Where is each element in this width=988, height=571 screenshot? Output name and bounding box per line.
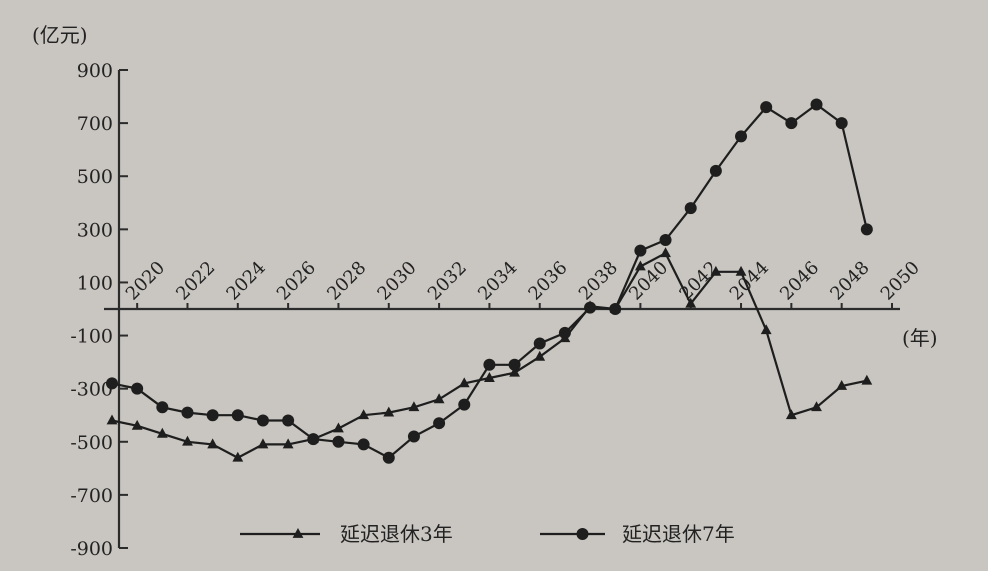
x-tick-label: 2030 — [373, 257, 420, 304]
x-tick-label: 2050 — [877, 257, 924, 304]
triangle-marker — [735, 265, 747, 276]
triangle-marker — [634, 260, 646, 271]
x-tick-label: 2036 — [524, 257, 571, 304]
circle-marker — [156, 401, 169, 414]
y-tick-label: -500 — [70, 432, 113, 454]
triangle-marker — [509, 366, 520, 377]
legend-label: 延迟退休7年 — [622, 522, 735, 546]
circle-marker — [584, 301, 597, 314]
series-layer — [106, 98, 873, 464]
circle-marker — [231, 409, 244, 422]
x-tick-label: 2020 — [122, 257, 169, 304]
triangle-marker — [333, 422, 344, 433]
circle-marker — [760, 101, 773, 114]
series-1 — [106, 247, 873, 462]
triangle-marker — [785, 409, 797, 420]
circle-marker — [735, 130, 748, 143]
legend: 延迟退休3年 延迟退休7年 — [240, 522, 735, 546]
circle-marker — [433, 417, 446, 430]
circle-marker — [332, 435, 345, 448]
triangle-marker — [292, 528, 304, 538]
circle-marker — [508, 358, 521, 371]
circle-marker — [634, 244, 647, 257]
circle-marker — [558, 326, 571, 339]
x-tick-label: 2024 — [222, 257, 269, 304]
triangle-marker — [408, 401, 420, 412]
y-tick-label: 100 — [77, 272, 113, 294]
y-tick-label: -300 — [70, 379, 113, 401]
circle-marker — [282, 414, 295, 427]
triangle-marker — [811, 401, 822, 412]
circle-marker — [810, 98, 823, 111]
circle-marker — [659, 233, 672, 246]
triangle-marker — [484, 372, 495, 382]
triangle-marker — [131, 419, 143, 430]
circle-marker — [576, 528, 589, 540]
triangle-marker — [282, 438, 294, 449]
x-tick-label: 2044 — [726, 257, 773, 304]
triangle-marker — [433, 393, 445, 404]
x-tick-label: 2042 — [675, 257, 722, 304]
y-unit-label: (亿元) — [32, 23, 88, 47]
triangle-marker — [383, 406, 395, 417]
x-tick-label: 2028 — [323, 257, 370, 304]
x-tick-label: 2026 — [273, 257, 320, 304]
series-2 — [106, 98, 873, 464]
triangle-marker — [534, 350, 546, 361]
triangle-marker — [232, 451, 244, 462]
y-tick-label: 900 — [77, 60, 113, 82]
circle-marker — [483, 358, 496, 371]
y-tick-label: -700 — [70, 485, 113, 507]
circle-marker — [785, 117, 798, 130]
x-unit-label: (年) — [902, 326, 938, 350]
triangle-marker — [836, 380, 848, 390]
circle-marker — [860, 223, 873, 236]
y-tick-label: 700 — [77, 113, 113, 135]
circle-marker — [307, 433, 320, 446]
triangle-marker — [685, 297, 697, 308]
circle-marker — [533, 337, 546, 350]
triangle-marker — [660, 247, 671, 258]
x-tick-label: 2038 — [575, 257, 622, 304]
circle-marker — [357, 438, 370, 451]
x-tick-label: 2048 — [826, 257, 873, 304]
circle-marker — [458, 398, 471, 411]
y-tick-label: 500 — [77, 166, 113, 188]
circle-marker — [382, 451, 395, 464]
circle-marker — [181, 406, 194, 419]
triangle-marker — [710, 265, 722, 276]
circle-marker — [206, 409, 219, 422]
circle-marker — [609, 303, 622, 315]
x-tick-label: 2034 — [474, 257, 521, 304]
circle-marker — [106, 377, 118, 390]
circle-marker — [256, 414, 269, 427]
triangle-marker — [458, 377, 470, 388]
triangle-marker — [106, 414, 118, 425]
triangle-marker — [182, 435, 193, 446]
circle-marker — [709, 164, 722, 177]
triangle-marker — [207, 438, 219, 449]
y-tick-label: 300 — [77, 219, 113, 241]
circle-marker — [131, 382, 144, 395]
x-tick-label: 2032 — [424, 257, 471, 304]
triangle-marker — [861, 374, 873, 385]
x-tick-label: 2046 — [776, 257, 823, 304]
triangle-marker — [760, 324, 772, 335]
y-tick-label: -100 — [70, 326, 113, 348]
triangle-marker — [358, 409, 370, 420]
triangle-marker — [257, 438, 269, 449]
circle-marker — [407, 430, 420, 443]
y-tick-label: -900 — [70, 538, 113, 560]
legend-label: 延迟退休3年 — [340, 522, 453, 546]
triangle-marker — [156, 427, 168, 438]
circle-marker — [835, 117, 848, 130]
circle-marker — [684, 202, 697, 215]
x-tick-label: 2022 — [172, 257, 219, 304]
